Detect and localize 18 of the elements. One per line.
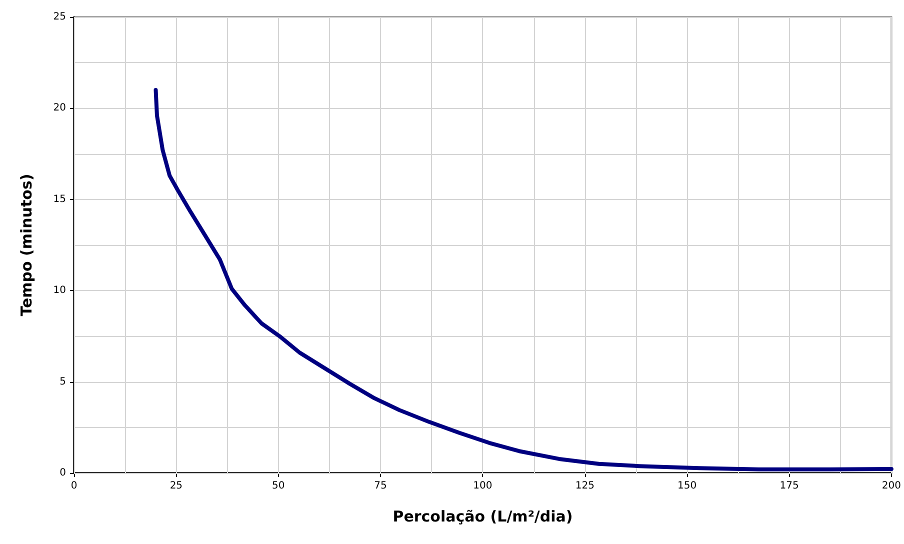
- x-tick-label: 200: [882, 480, 902, 492]
- x-tick-label: 0: [70, 480, 78, 492]
- line-series: [154, 88, 894, 472]
- x-tick-label: 175: [780, 480, 799, 492]
- y-tick-label: 0: [60, 468, 66, 478]
- y-tick-label: 5: [60, 376, 66, 388]
- y-tick-label: 25: [53, 12, 66, 22]
- y-tick-label: 15: [53, 194, 66, 205]
- y-axis-title: Tempo (minutos): [18, 174, 36, 316]
- x-tick-label: 75: [374, 480, 387, 492]
- y-tick-label: 20: [53, 102, 66, 114]
- x-tick-label: 125: [575, 480, 594, 492]
- x-tick-label: 150: [678, 480, 697, 492]
- y-tick-label: 10: [53, 285, 66, 296]
- x-tick-label: 100: [473, 480, 492, 492]
- x-tick-label: 50: [272, 480, 285, 492]
- x-axis-title: Percolação (L/m²/dia): [392, 508, 573, 526]
- x-tick-label: 25: [170, 480, 183, 492]
